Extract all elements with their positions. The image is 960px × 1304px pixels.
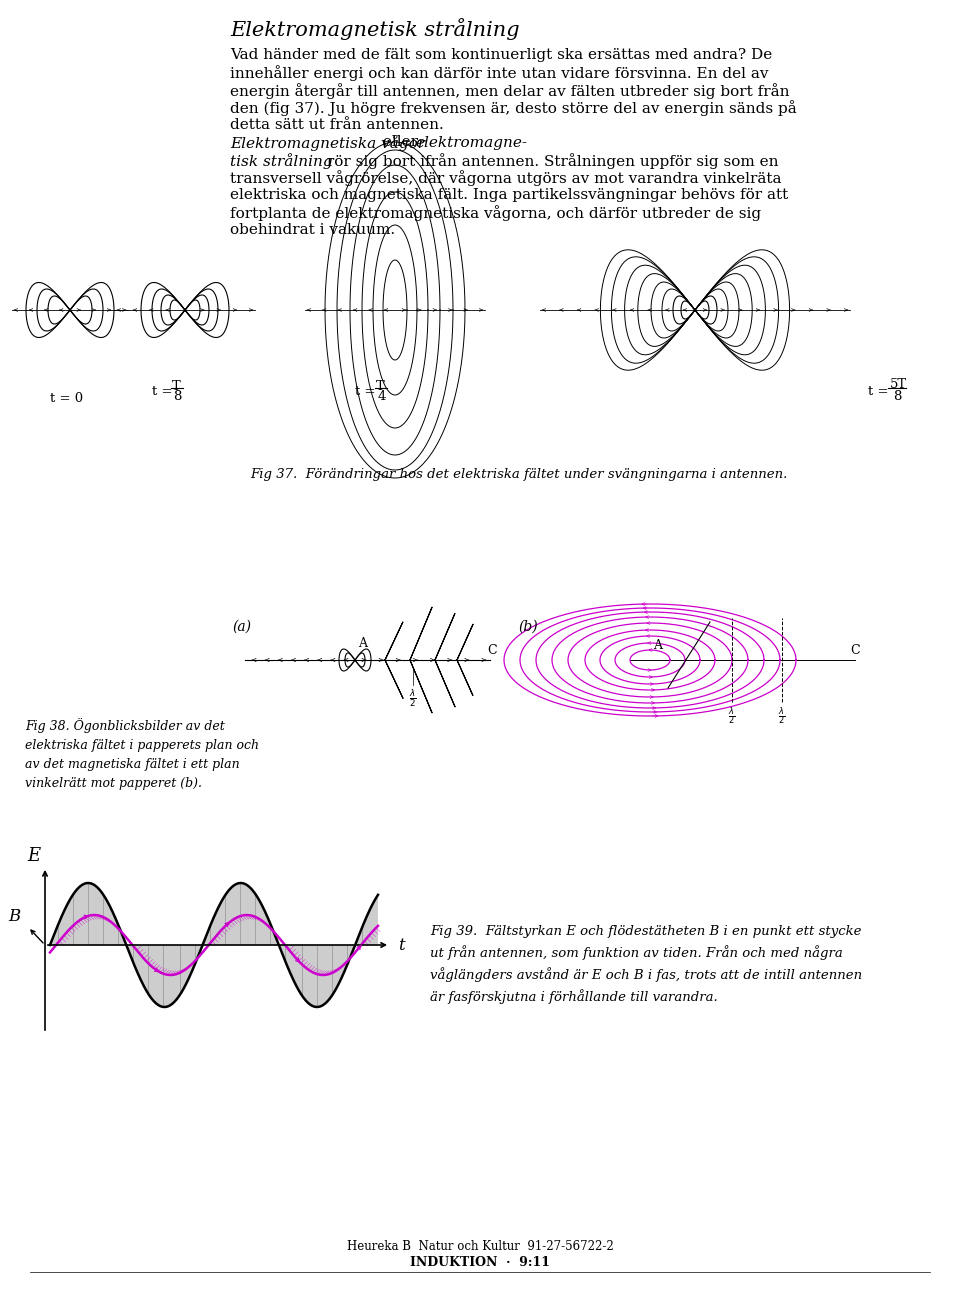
Text: t =: t = [355, 385, 375, 398]
Text: T: T [172, 379, 180, 393]
Text: Е: Е [27, 848, 40, 865]
Text: energin återgår till antennen, men delar av fälten utbreder sig bort från: energin återgår till antennen, men delar… [230, 83, 789, 99]
Text: rör sig bort ifrån antennen. Strålningen uppför sig som en: rör sig bort ifrån antennen. Strålningen… [322, 153, 779, 170]
Text: $\frac{\lambda}{2}$: $\frac{\lambda}{2}$ [409, 689, 417, 709]
Text: obehindrat i vakuum.: obehindrat i vakuum. [230, 223, 396, 237]
Text: elektromagne-: elektromagne- [415, 136, 527, 150]
Text: 8: 8 [893, 390, 901, 403]
Text: Fig 39.  Fältstyrkan Е och flödestätheten B i en punkt ett stycke
ut från antenn: Fig 39. Fältstyrkan Е och flödestätheten… [430, 925, 862, 1004]
Text: 5T: 5T [890, 378, 907, 391]
Text: Fig 37.  Förändringar hos det elektriska fältet under svängningarna i antennen.: Fig 37. Förändringar hos det elektriska … [250, 468, 787, 481]
Text: t: t [398, 936, 404, 953]
Text: (b): (b) [518, 619, 538, 634]
Text: Heureka B  Natur och Kultur  91-27-56722-2: Heureka B Natur och Kultur 91-27-56722-2 [347, 1240, 613, 1253]
Text: (a): (a) [232, 619, 251, 634]
Text: t =: t = [152, 385, 173, 398]
Text: C: C [487, 644, 496, 657]
Text: fortplanta de elektromagnetiska vågorna, och därför utbreder de sig: fortplanta de elektromagnetiska vågorna,… [230, 206, 761, 222]
Text: B: B [8, 908, 20, 925]
Text: den (fig 37). Ju högre frekvensen är, desto större del av energin sänds på: den (fig 37). Ju högre frekvensen är, de… [230, 100, 797, 116]
Text: transversell vågrörelse, där vågorna utgörs av mot varandra vinkelräta: transversell vågrörelse, där vågorna utg… [230, 171, 781, 186]
Text: Vad händer med de fält som kontinuerligt ska ersättas med andra? De: Vad händer med de fält som kontinuerligt… [230, 48, 772, 63]
Text: elektriska och magnetiska fält. Inga partikelssvängningar behövs för att: elektriska och magnetiska fält. Inga par… [230, 188, 788, 202]
Text: Fig 38. Ögonblicksbilder av det
elektriska fältet i papperets plan och
av det ma: Fig 38. Ögonblicksbilder av det elektris… [25, 719, 259, 790]
Text: t = 0: t = 0 [50, 393, 84, 406]
Text: detta sätt ut från antennen.: detta sätt ut från antennen. [230, 117, 448, 132]
Text: tisk strålning: tisk strålning [230, 153, 332, 170]
Text: 4: 4 [378, 390, 386, 403]
Text: Elektromagnetisk strålning: Elektromagnetisk strålning [230, 18, 519, 40]
Text: $\frac{\lambda}{2}$: $\frac{\lambda}{2}$ [729, 705, 735, 726]
Text: 8: 8 [173, 390, 181, 403]
Text: A: A [653, 639, 662, 652]
Text: INDUKTION  ·  9:11: INDUKTION · 9:11 [410, 1256, 550, 1269]
Text: innehåller energi och kan därför inte utan vidare försvinna. En del av: innehåller energi och kan därför inte ut… [230, 65, 769, 81]
Text: A: A [358, 636, 367, 649]
Text: $\frac{\lambda}{2}$: $\frac{\lambda}{2}$ [779, 705, 786, 726]
Text: T: T [376, 379, 385, 393]
Text: C: C [850, 644, 859, 657]
Text: eller: eller [378, 136, 422, 150]
Text: t =: t = [868, 385, 889, 398]
Text: Elektromagnetiska vågor: Elektromagnetiska vågor [230, 136, 425, 151]
